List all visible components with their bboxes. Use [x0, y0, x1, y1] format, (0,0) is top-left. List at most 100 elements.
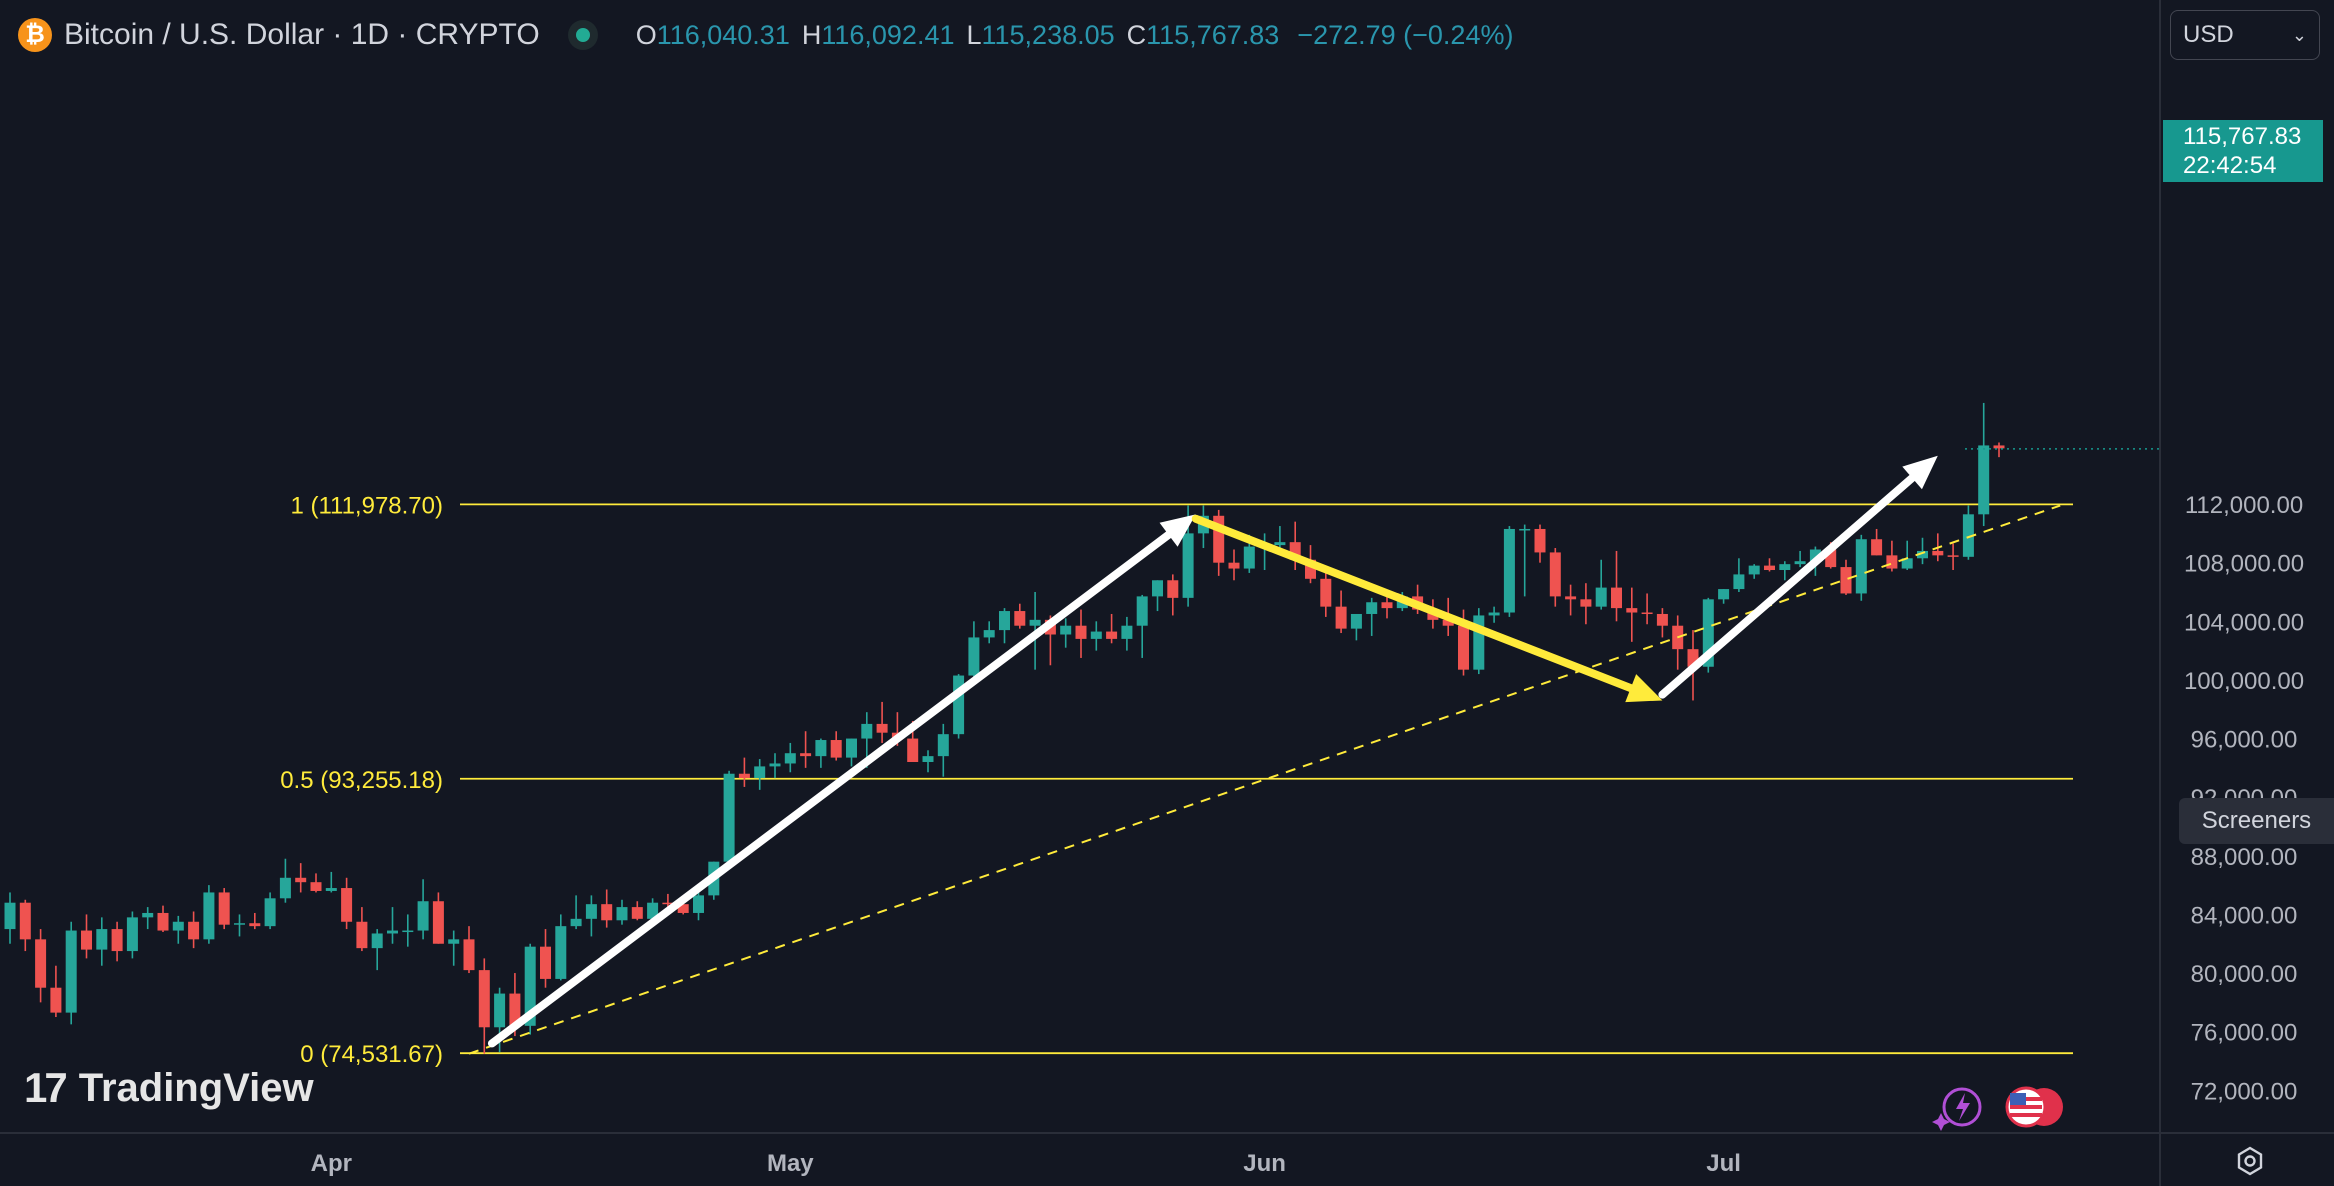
candle-body: [1932, 550, 1944, 556]
candle-body: [983, 630, 995, 638]
candle-body: [1656, 613, 1668, 626]
candle-body: [830, 740, 842, 758]
candle-body: [249, 923, 261, 927]
candle-body: [142, 912, 154, 918]
candle-body: [815, 740, 827, 757]
candle-body: [1534, 528, 1546, 553]
candle-body: [432, 901, 444, 944]
candle-body: [81, 930, 92, 950]
candle-body: [922, 756, 934, 763]
candle-body: [1121, 625, 1133, 639]
candle-body: [907, 738, 919, 763]
candle-body: [463, 939, 475, 971]
price-tick-label: 80,000.00: [2191, 961, 2298, 988]
price-tick-label: 84,000.00: [2191, 902, 2298, 929]
open-label: O: [635, 19, 657, 50]
candle-body: [937, 734, 949, 757]
candle-body: [738, 773, 750, 779]
candle-body: [1075, 625, 1087, 639]
candle-body: [1855, 539, 1867, 594]
high-value: 116,092.41: [821, 19, 955, 50]
candle-body: [784, 753, 796, 764]
candle-body: [1503, 528, 1515, 613]
candle-body: [1565, 596, 1577, 600]
candle-body: [1060, 625, 1072, 635]
candle-body: [1458, 625, 1469, 670]
candle-body: [356, 921, 368, 949]
candle-body: [1090, 631, 1102, 639]
time-tick-label: Apr: [311, 1150, 352, 1177]
ohlc-readout: O116,040.31 H116,092.41 L115,238.05 C115…: [636, 20, 1514, 51]
trend-arrow-1-head: [1159, 514, 1196, 547]
trend-arrow-3-head: [1902, 455, 1938, 490]
low-value: 115,238.05: [981, 19, 1115, 50]
candle-body: [677, 904, 689, 913]
settings-gear-icon[interactable]: [2234, 1145, 2266, 1177]
price-tick-label: 100,000.00: [2184, 668, 2304, 695]
candle-body: [417, 901, 429, 931]
us-flag-icon[interactable]: [2004, 1085, 2066, 1129]
candle-body: [1213, 515, 1225, 563]
candle-body: [1794, 561, 1806, 565]
candle-body: [1901, 558, 1913, 569]
candle-body: [1152, 580, 1163, 597]
candle-body: [1993, 445, 2005, 449]
candle-body: [647, 902, 659, 919]
bitcoin-icon: ₿: [18, 18, 52, 52]
candle-body: [1917, 550, 1928, 559]
candle-body: [111, 929, 123, 952]
candle-body: [1825, 549, 1837, 568]
chevron-down-icon: ⌄: [2291, 24, 2307, 45]
drawings: [468, 448, 2160, 1055]
time-tick-label: May: [767, 1150, 814, 1177]
time-tick-label: Jul: [1706, 1150, 1741, 1177]
candle-body: [126, 917, 138, 952]
candle-body: [662, 902, 674, 905]
candle-body: [1611, 587, 1622, 609]
candle-body: [341, 888, 353, 922]
screeners-button[interactable]: Screeners: [2179, 798, 2334, 844]
symbol-title[interactable]: Bitcoin / U.S. Dollar · 1D · CRYPTO: [64, 18, 540, 51]
candle-body: [234, 923, 245, 925]
lightning-icon[interactable]: [1930, 1085, 1986, 1131]
candle-body: [968, 637, 980, 676]
price-tick-label: 112,000.00: [2185, 492, 2303, 519]
candle-body: [172, 921, 184, 931]
candle-body: [1733, 574, 1745, 590]
candle-body: [387, 930, 398, 934]
market-status-icon[interactable]: [567, 20, 598, 50]
fib-level-label: 0.5 (93,255.18): [280, 767, 443, 794]
candle-body: [555, 926, 567, 979]
tradingview-logo[interactable]: 17 TradingView: [24, 1064, 314, 1112]
candle-body: [157, 912, 169, 931]
candle-body: [1350, 613, 1362, 629]
candle-body: [800, 753, 812, 757]
candle-body: [861, 723, 873, 739]
fib-level-label: 0 (74,531.67): [300, 1041, 443, 1068]
candle-body: [769, 763, 781, 767]
candle-body: [570, 918, 582, 927]
candle-body: [1228, 562, 1240, 569]
candle-body: [1289, 542, 1301, 560]
time-tick-label: Jun: [1243, 1150, 1286, 1177]
candle-body: [876, 723, 888, 733]
candle-body: [754, 766, 766, 779]
price-tick-label: 104,000.00: [2184, 609, 2304, 636]
candle-body: [1978, 445, 1990, 515]
candle-body: [264, 898, 276, 927]
candle-body: [1886, 555, 1898, 569]
currency-select[interactable]: USD ⌄: [2170, 10, 2320, 60]
candle-body: [50, 987, 62, 1013]
last-price: 115,767.83: [2183, 123, 2302, 150]
candle-body: [1595, 587, 1607, 607]
candle-body: [402, 930, 414, 933]
currency-label: USD: [2183, 21, 2234, 48]
candle-body: [19, 902, 31, 940]
candle-body: [1702, 599, 1714, 667]
candle-body: [1106, 631, 1118, 639]
candle-body: [371, 933, 383, 949]
candle-body: [1626, 608, 1638, 613]
price-tick-label: 76,000.00: [2191, 1020, 2298, 1047]
